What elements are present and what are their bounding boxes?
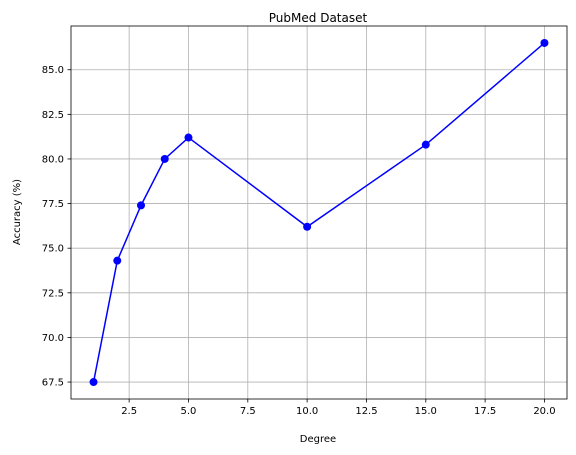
y-axis: 67.5 70.0 72.5 75.0 77.5 80.0 82.5 85.0 <box>42 65 71 389</box>
data-point <box>421 140 430 149</box>
y-tick-label: 80.0 <box>42 154 64 165</box>
x-tick-label: 2.5 <box>121 406 137 417</box>
data-point <box>303 222 312 231</box>
data-point <box>137 201 146 210</box>
y-tick-label: 77.5 <box>42 199 64 210</box>
chart-title: PubMed Dataset <box>269 11 368 25</box>
x-tick-label: 5.0 <box>181 406 197 417</box>
x-tick-label: 17.5 <box>474 406 496 417</box>
x-axis: 2.5 5.0 7.5 10.0 12.5 15.0 17.5 20.0 <box>121 399 556 417</box>
plot-frame <box>70 25 568 400</box>
y-tick-label: 72.5 <box>42 288 64 299</box>
x-tick-label: 20.0 <box>533 406 555 417</box>
x-tick-label: 15.0 <box>415 406 437 417</box>
grid <box>71 26 567 399</box>
y-axis-label: Accuracy (%) <box>12 179 23 245</box>
y-tick-label: 75.0 <box>42 244 64 255</box>
x-tick-label: 7.5 <box>240 406 256 417</box>
data-point <box>113 256 122 265</box>
y-tick-label: 67.5 <box>42 378 64 389</box>
x-tick-label: 12.5 <box>355 406 377 417</box>
data-point <box>89 378 98 387</box>
x-tick-label: 10.0 <box>296 406 318 417</box>
series-group <box>89 38 549 387</box>
data-point <box>540 38 549 47</box>
y-tick-label: 70.0 <box>42 333 64 344</box>
series-line <box>92 42 545 383</box>
data-point <box>160 154 169 163</box>
x-axis-label: Degree <box>300 434 336 445</box>
y-tick-label: 85.0 <box>42 65 64 76</box>
y-tick-label: 82.5 <box>42 110 64 121</box>
data-point <box>184 133 193 142</box>
